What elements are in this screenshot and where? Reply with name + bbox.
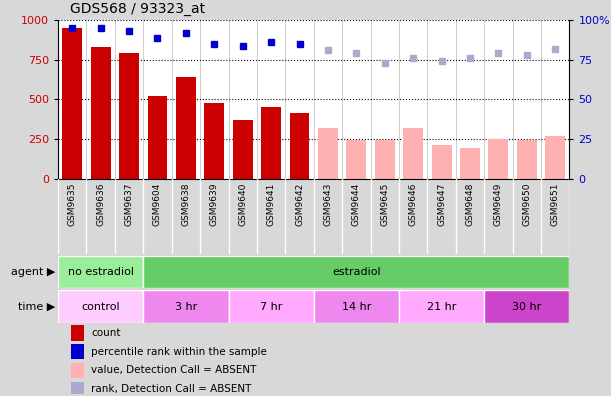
- Text: GSM9649: GSM9649: [494, 182, 503, 226]
- Bar: [71, 344, 84, 360]
- Text: GSM9635: GSM9635: [68, 182, 77, 226]
- Text: 7 hr: 7 hr: [260, 301, 282, 312]
- Text: GDS568 / 93323_at: GDS568 / 93323_at: [70, 2, 205, 16]
- Text: percentile rank within the sample: percentile rank within the sample: [91, 347, 267, 357]
- Text: GSM9642: GSM9642: [295, 182, 304, 226]
- Bar: [229, 290, 314, 323]
- Text: GSM9604: GSM9604: [153, 182, 162, 226]
- Bar: [375, 140, 395, 179]
- Text: no estradiol: no estradiol: [68, 267, 134, 277]
- Text: GSM9638: GSM9638: [181, 182, 191, 226]
- Bar: [460, 148, 480, 179]
- Text: GSM9639: GSM9639: [210, 182, 219, 226]
- Bar: [431, 145, 452, 179]
- Text: 3 hr: 3 hr: [175, 301, 197, 312]
- Text: GSM9651: GSM9651: [551, 182, 560, 226]
- Bar: [488, 139, 508, 179]
- Bar: [143, 290, 229, 323]
- Bar: [62, 28, 82, 179]
- Text: GSM9648: GSM9648: [466, 182, 475, 226]
- Bar: [290, 113, 310, 179]
- Bar: [318, 128, 338, 179]
- Text: 14 hr: 14 hr: [342, 301, 371, 312]
- Bar: [261, 107, 281, 179]
- Text: GSM9646: GSM9646: [409, 182, 418, 226]
- Text: agent ▶: agent ▶: [10, 267, 55, 277]
- Bar: [71, 382, 84, 396]
- Bar: [204, 103, 224, 179]
- Bar: [233, 120, 253, 179]
- Text: estradiol: estradiol: [332, 267, 381, 277]
- Text: GSM9645: GSM9645: [380, 182, 389, 226]
- Bar: [71, 326, 84, 341]
- Text: control: control: [81, 301, 120, 312]
- Text: GSM9637: GSM9637: [125, 182, 134, 226]
- Bar: [314, 290, 399, 323]
- Bar: [485, 290, 569, 323]
- Bar: [119, 53, 139, 179]
- Text: GSM9644: GSM9644: [352, 182, 361, 226]
- Bar: [545, 136, 565, 179]
- Text: GSM9641: GSM9641: [266, 182, 276, 226]
- Text: GSM9636: GSM9636: [96, 182, 105, 226]
- Bar: [58, 256, 143, 288]
- Text: GSM9640: GSM9640: [238, 182, 247, 226]
- Text: time ▶: time ▶: [18, 301, 55, 312]
- Text: 30 hr: 30 hr: [512, 301, 541, 312]
- Bar: [147, 96, 167, 179]
- Bar: [176, 77, 196, 179]
- Text: value, Detection Call = ABSENT: value, Detection Call = ABSENT: [91, 366, 257, 375]
- Bar: [399, 290, 484, 323]
- Text: GSM9643: GSM9643: [323, 182, 332, 226]
- Text: GSM9650: GSM9650: [522, 182, 532, 226]
- Bar: [71, 363, 84, 378]
- Bar: [58, 290, 143, 323]
- Text: count: count: [91, 328, 121, 338]
- Bar: [143, 256, 569, 288]
- Text: rank, Detection Call = ABSENT: rank, Detection Call = ABSENT: [91, 384, 252, 394]
- Bar: [90, 47, 111, 179]
- Text: GSM9647: GSM9647: [437, 182, 446, 226]
- Bar: [517, 140, 537, 179]
- Bar: [346, 140, 367, 179]
- Bar: [403, 128, 423, 179]
- Text: 21 hr: 21 hr: [427, 301, 456, 312]
